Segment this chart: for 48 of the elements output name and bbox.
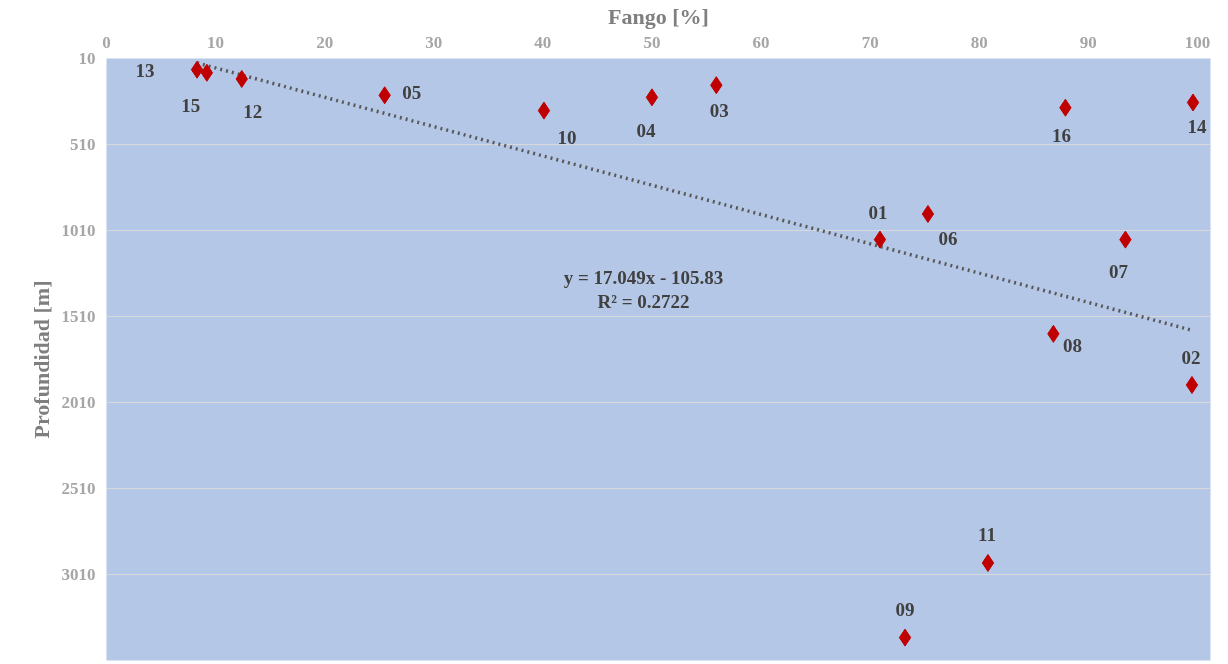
x-tick-label: 30 (425, 32, 443, 52)
y-tick-label: 510 (70, 135, 96, 154)
y-tick-label: 1510 (61, 307, 96, 326)
annotation: 02 (1181, 347, 1201, 369)
x-tick-label: 60 (752, 32, 770, 52)
x-tick-label: 90 (1079, 32, 1097, 52)
point (645, 88, 659, 107)
x-tick-label: 70 (861, 32, 879, 52)
point (537, 101, 551, 120)
annotation: 12 (243, 101, 263, 123)
annotation: 13 (135, 60, 155, 82)
annotation: 07 (1108, 261, 1129, 283)
annotation: y = 17.049x - 105.83 (563, 267, 724, 288)
annotation: 08 (1062, 335, 1082, 357)
annotation: 10 (557, 127, 577, 149)
point (1185, 375, 1199, 394)
annotation: 01 (868, 202, 888, 224)
y-tick-label: 1010 (61, 221, 96, 240)
y-tick-label: 2510 (61, 479, 96, 498)
point (873, 230, 887, 249)
point (898, 628, 912, 647)
annotation: 04 (636, 119, 656, 141)
point (1186, 93, 1200, 112)
annotation: 06 (938, 228, 958, 250)
annotation: 16 (1051, 125, 1071, 147)
x-tick-label: 0 (102, 32, 111, 52)
annotation: 05 (402, 81, 422, 103)
y-tick-label: 2010 (61, 393, 96, 412)
point (190, 60, 204, 79)
x-tick-label: 10 (207, 32, 225, 52)
annotation: 03 (709, 99, 729, 121)
annotation: 11 (977, 524, 996, 546)
x-axis-title: Fango [%] (608, 3, 709, 29)
x-tick-label: 100 (1184, 32, 1211, 52)
y-axis-title: Profundidad [m] (28, 280, 54, 439)
annotation: 09 (895, 599, 915, 621)
x-tick-label: 80 (970, 32, 988, 52)
point (200, 63, 214, 82)
annotation: R² = 0.2722 (597, 291, 690, 312)
annotation: 14 (1187, 116, 1208, 138)
point (981, 553, 995, 572)
annotation: 15 (181, 95, 201, 117)
y-tick-label: 10 (78, 49, 96, 68)
x-tick-label: 50 (643, 32, 661, 52)
point (921, 204, 935, 223)
y-tick-label: 3010 (61, 565, 96, 584)
x-tick-label: 20 (316, 32, 334, 52)
x-tick-label: 40 (534, 32, 552, 52)
